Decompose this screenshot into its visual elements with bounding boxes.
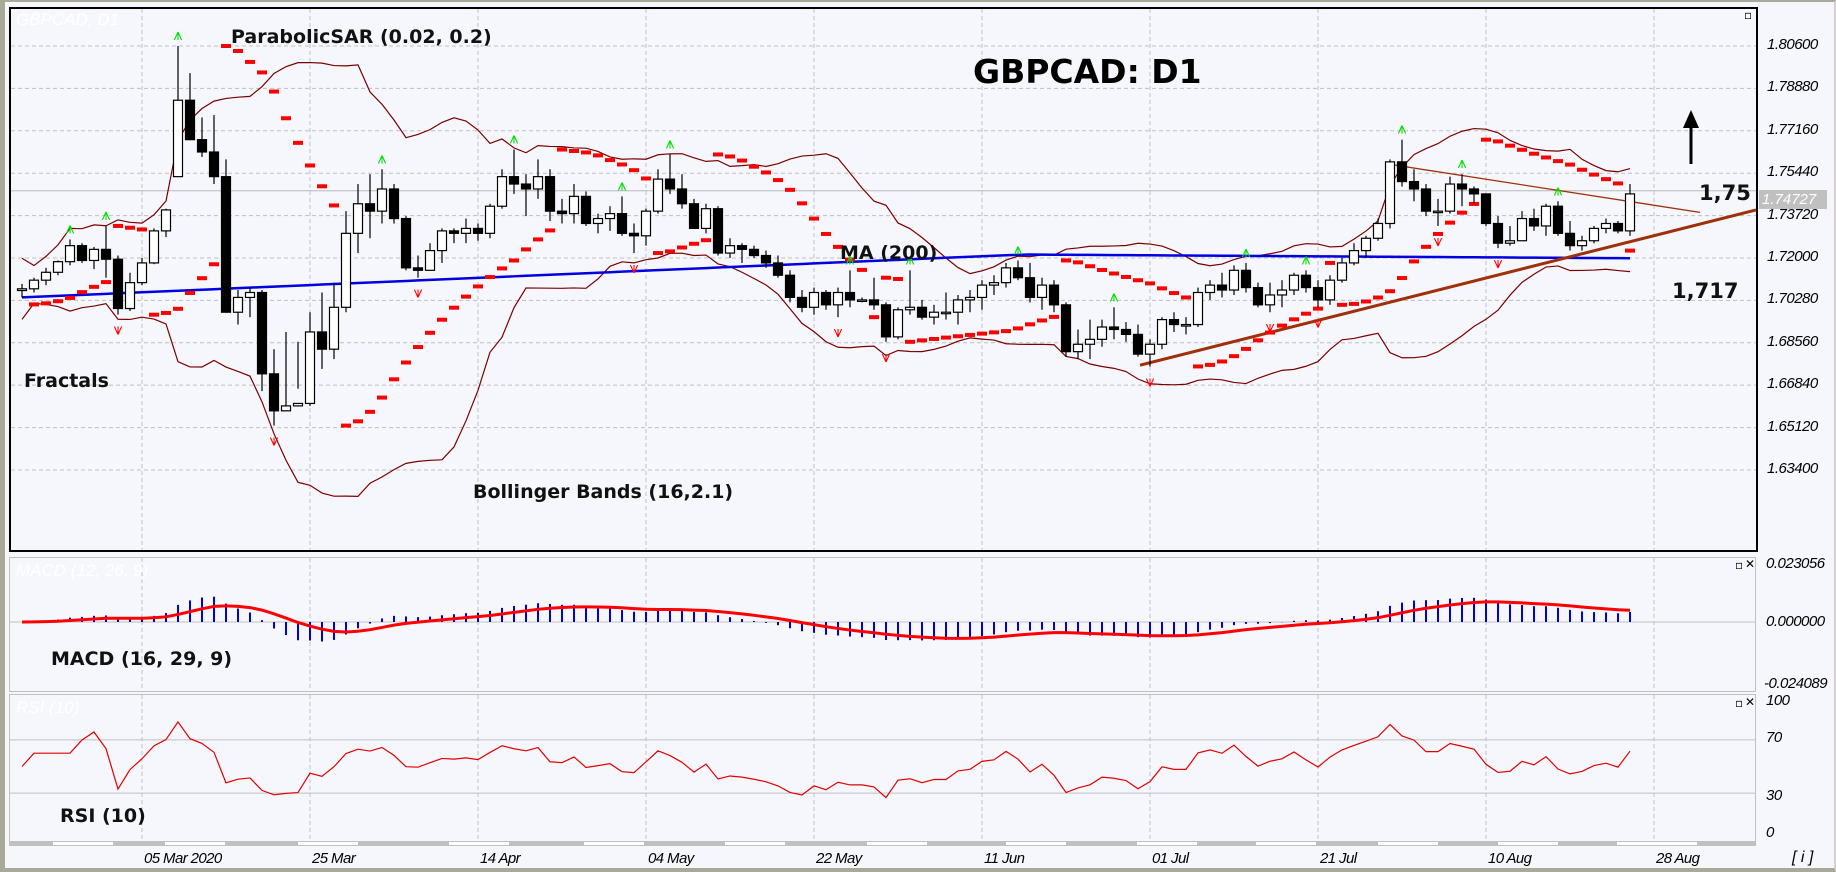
up-arrow-icon xyxy=(1683,110,1699,164)
main-chart-pane[interactable]: ⩚ ⩚ ⩛ ⩚ ⩛ ⩚ ⩛ ⩚ ⩚ ⩛ ⩚ ⩛ ⩚ ⩛ ⩚ ⩚ ⩚ ⩛ ⩚ ⩛ ⩚ ⩛ ⩚ ⩛ ⩚ ⩛ ⩚ xyxy=(9,7,1758,552)
date-label: 04 May xyxy=(648,850,694,867)
macd-chart xyxy=(10,558,1755,691)
svg-text:⩚: ⩚ xyxy=(1301,249,1310,268)
rsi-chart xyxy=(10,695,1755,841)
date-label: 22 May xyxy=(816,850,862,867)
svg-text:⩚: ⩚ xyxy=(1241,242,1250,261)
rsi-axis-70: 70 xyxy=(1766,729,1782,746)
date-label: 25 Mar xyxy=(312,850,356,867)
fractals-label: Fractals xyxy=(24,370,109,392)
price-axis-label: 1.73720 xyxy=(1767,205,1818,223)
price-axis-label: 1.70280 xyxy=(1767,290,1818,308)
svg-text:⩚: ⩚ xyxy=(1397,119,1406,138)
resistance-level-label: 1,75 xyxy=(1699,181,1751,205)
ma-200-label: MA (200) xyxy=(840,242,938,264)
svg-text:⩛: ⩛ xyxy=(113,320,122,339)
macd-axis-zero: 0.000000 xyxy=(1766,613,1825,630)
svg-text:⩚: ⩚ xyxy=(665,133,674,152)
macd-pane-title: MACD (12, 26, 9) xyxy=(16,561,149,580)
svg-text:⩚: ⩚ xyxy=(101,205,110,224)
svg-text:⩚: ⩚ xyxy=(1109,286,1118,305)
svg-text:⩛: ⩛ xyxy=(1145,371,1154,390)
parabolic-sar-label: ParabolicSAR (0.02, 0.2) xyxy=(231,26,492,48)
date-label: 21 Jul xyxy=(1320,850,1357,867)
svg-text:⩛: ⩛ xyxy=(1433,231,1442,250)
price-axis-label: 1.80600 xyxy=(1767,36,1818,53)
price-axis-label: 1.68560 xyxy=(1767,332,1818,350)
horizontal-scrollbar[interactable] xyxy=(9,841,1756,846)
maximize-macd-icon[interactable]: ▫ xyxy=(1735,558,1744,572)
maximize-main-icon[interactable]: ▫ xyxy=(1744,8,1753,22)
date-label: 28 Aug xyxy=(1656,850,1700,867)
svg-text:⩛: ⩛ xyxy=(629,258,638,277)
rsi-label: RSI (10) xyxy=(60,805,146,827)
price-axis-label: 1.72000 xyxy=(1767,248,1818,265)
chart-title: GBPCAD: D1 xyxy=(973,52,1202,91)
date-label: 10 Aug xyxy=(1488,850,1532,867)
close-macd-icon[interactable]: ✕ xyxy=(1745,557,1756,571)
svg-text:⩚: ⩚ xyxy=(65,219,74,238)
support-level-label: 1,717 xyxy=(1672,279,1739,303)
price-axis-label: 1.66840 xyxy=(1767,375,1818,393)
price-chart: ⩚ ⩚ ⩛ ⩚ ⩛ ⩚ ⩛ ⩚ ⩚ ⩛ ⩚ ⩛ ⩚ ⩛ ⩚ ⩚ ⩚ ⩛ ⩚ ⩛ ⩚ ⩛ ⩚ ⩛ ⩚ ⩛ ⩚ xyxy=(11,9,1756,550)
svg-text:⩛: ⩛ xyxy=(269,431,278,450)
chart-window-title: GBPCAD, D1 xyxy=(16,10,119,29)
date-label: 01 Jul xyxy=(1152,850,1189,867)
svg-text:⩚: ⩚ xyxy=(173,25,182,44)
date-label: 05 Mar 2020 xyxy=(144,850,222,867)
price-axis-label: 1.77160 xyxy=(1767,120,1818,138)
svg-text:⩚: ⩚ xyxy=(377,148,386,167)
price-axis-label: 1.63400 xyxy=(1767,460,1818,477)
svg-text:⩛: ⩛ xyxy=(1313,312,1322,331)
maximize-rsi-icon[interactable]: ▫ xyxy=(1735,696,1744,710)
svg-text:⩛: ⩛ xyxy=(833,322,842,341)
rsi-axis-100: 100 xyxy=(1766,692,1790,709)
price-axis-label: 1.78880 xyxy=(1767,78,1818,96)
info-button[interactable]: [ i ] xyxy=(1792,849,1814,866)
price-axis-label: 1.75440 xyxy=(1767,163,1818,181)
svg-text:⩛: ⩛ xyxy=(413,283,422,302)
close-rsi-icon[interactable]: ✕ xyxy=(1745,695,1756,709)
svg-text:⩚: ⩚ xyxy=(617,175,626,194)
svg-text:⩛: ⩛ xyxy=(881,347,890,366)
macd-label: MACD (16, 29, 9) xyxy=(51,648,233,670)
rsi-pane-title: RSI (10) xyxy=(16,698,80,717)
macd-pane[interactable] xyxy=(9,557,1756,692)
date-label: 11 Jun xyxy=(984,850,1025,867)
svg-text:⩚: ⩚ xyxy=(1013,239,1022,258)
svg-text:⩚: ⩚ xyxy=(509,129,518,148)
svg-text:⩛: ⩛ xyxy=(1265,317,1274,336)
current-price-tag: 1.74727 xyxy=(1759,190,1827,209)
bollinger-bands-label: Bollinger Bands (16,2.1) xyxy=(473,481,734,503)
svg-text:⩛: ⩛ xyxy=(1493,253,1502,272)
macd-axis-min: -0.024089 xyxy=(1764,675,1828,692)
svg-text:⩚: ⩚ xyxy=(905,249,914,268)
svg-text:⩚: ⩚ xyxy=(1457,153,1466,172)
rsi-axis-30: 30 xyxy=(1766,787,1782,804)
svg-text:⩚: ⩚ xyxy=(845,249,854,268)
date-label: 14 Apr xyxy=(480,850,521,867)
svg-text:⩚: ⩚ xyxy=(1553,180,1562,199)
rsi-pane[interactable] xyxy=(9,694,1756,842)
macd-axis-max: 0.023056 xyxy=(1766,555,1825,572)
rsi-axis-0: 0 xyxy=(1766,824,1774,841)
price-axis-label: 1.65120 xyxy=(1767,417,1818,435)
